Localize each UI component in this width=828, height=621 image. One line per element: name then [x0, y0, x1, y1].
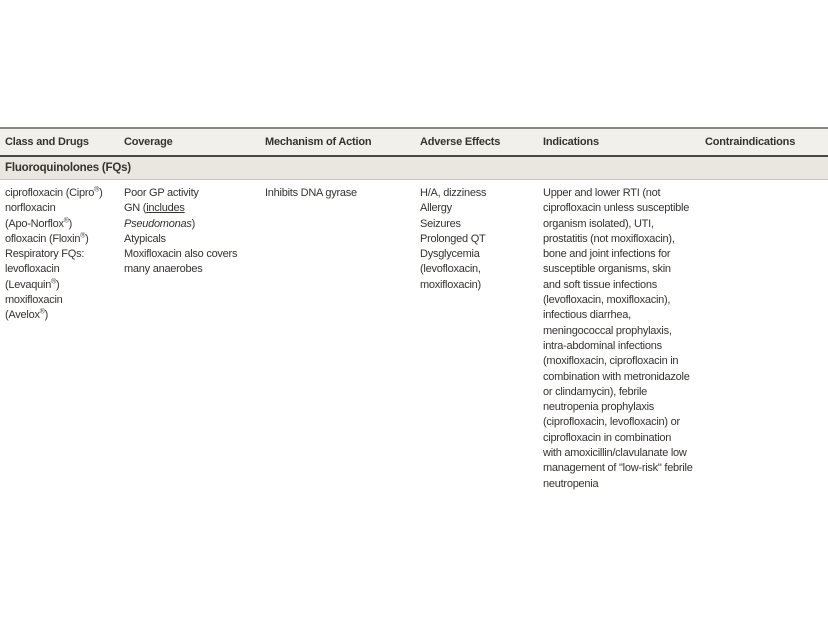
- drug-table: Class and Drugs Coverage Mechanism of Ac…: [0, 127, 828, 492]
- cell-contraindications: [705, 180, 828, 186]
- header-cell-coverage: Coverage: [124, 136, 173, 148]
- cell-indications: Upper and lower RTI (not ciprofloxacin un…: [543, 187, 693, 490]
- header-cell-adverse-effects: Adverse Effects: [420, 136, 501, 148]
- header-cell-indications: Indications: [543, 136, 599, 148]
- header-cell-class-and-drugs: Class and Drugs: [5, 136, 89, 148]
- cell-class-and-drugs: ciprofloxacin (Cipro®) norfloxacin (Apo-No…: [5, 186, 103, 322]
- section-header-fluoroquinolones: Fluoroquinolones (FQs): [0, 157, 828, 180]
- table-row: ciprofloxacin (Cipro®) norfloxacin (Apo-No…: [0, 180, 828, 492]
- table-header-row: Class and Drugs Coverage Mechanism of Ac…: [0, 129, 828, 157]
- cell-adverse-effects: H/A, dizziness Allergy Seizures Prolonged Q…: [420, 187, 487, 291]
- cell-mechanism-of-action: Inhibits DNA gyrase: [265, 187, 357, 199]
- cell-coverage: Poor GP activity GN (includes Pseudomonas)…: [124, 187, 238, 276]
- header-cell-mechanism-of-action: Mechanism of Action: [265, 136, 372, 148]
- header-cell-contraindications: Contraindications: [705, 136, 796, 148]
